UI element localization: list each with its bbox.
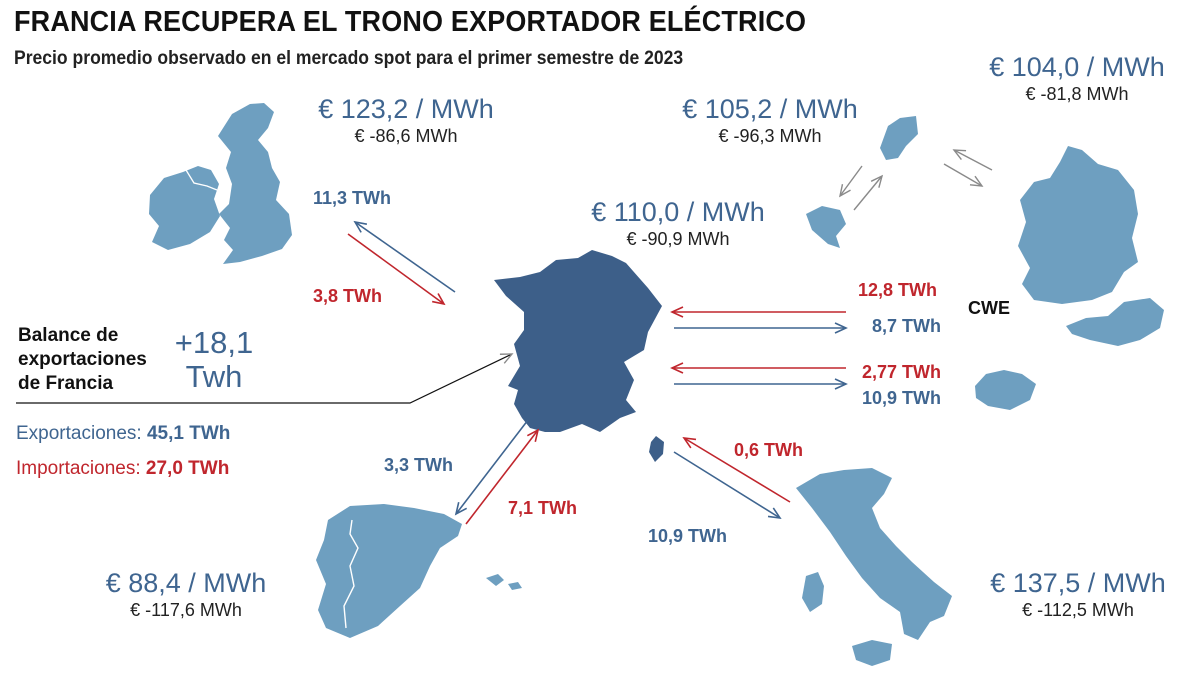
exports-total-label: Exportaciones: [16, 423, 142, 444]
switzerland-shape [975, 370, 1036, 410]
benelux-price-change: € -96,3 MWh [718, 126, 822, 146]
italy-price: € 137,5 / MWh [990, 568, 1166, 598]
flow-label-italy-import: 0,6 TWh [734, 440, 804, 460]
connector-germany-a [952, 149, 993, 171]
connector-benelux-b [853, 174, 884, 211]
france-price-change: € -90,9 MWh [626, 229, 730, 249]
cwe-label: CWE [968, 298, 1010, 318]
portugal-border [343, 519, 359, 629]
balance-leader-line [16, 353, 514, 404]
sardinia-shape [802, 572, 824, 612]
imports-total: Importaciones: 27,0 TWh [16, 458, 229, 480]
spain-price: € 88,4 / MWh [105, 568, 267, 598]
france-price: € 110,0 / MWh [591, 197, 765, 227]
germany-shape [1018, 146, 1138, 304]
exports-total-value: 45,1 TWh [146, 423, 231, 444]
balearic-islands-shape [486, 574, 522, 590]
connector-benelux-a [838, 165, 863, 198]
flow-label-italy-export: 10,9 TWh [648, 526, 728, 546]
page-subtitle: Precio promedio observado en el mercado … [14, 47, 684, 69]
italy-shape [796, 468, 952, 640]
balance-label: Balance de exportaciones de Francia [18, 325, 147, 394]
balance-value: +18,1 Twh [174, 325, 254, 394]
corsica-shape [649, 436, 664, 462]
page-title: FRANCIA RECUPERA EL TRONO EXPORTADOR ELÉ… [14, 6, 807, 38]
france-shape [494, 250, 662, 432]
flow-label-cwe-import: 12,8 TWh [858, 280, 938, 300]
iberia-shape [316, 504, 462, 638]
uk-price: € 123,2 / MWh [318, 94, 494, 124]
exports-total: Exportaciones: 45,1 TWh [16, 423, 230, 445]
germany-price-change: € -81,8 MWh [1025, 84, 1129, 104]
spain-price-change: € -117,6 MWh [130, 600, 242, 620]
imports-total-label: Importaciones: [16, 458, 141, 479]
italy-price-change: € -112,5 MWh [1022, 600, 1134, 620]
imports-total-value: 27,0 TWh [145, 458, 230, 479]
austria-shape [1066, 298, 1164, 346]
uk-price-change: € -86,6 MWh [354, 126, 458, 146]
sicily-shape [852, 640, 892, 666]
flow-label-spain-import: 7,1 TWh [508, 498, 578, 518]
great-britain-shape [218, 103, 292, 264]
flow-arrow-spain-import [465, 428, 540, 525]
flow-arrow-uk-export [353, 220, 456, 293]
belgium-shape [806, 206, 846, 248]
flow-label-uk-export: 11,3 TWh [313, 188, 392, 208]
germany-price: € 104,0 / MWh [989, 52, 1165, 82]
connector-germany-b [943, 163, 984, 187]
flow-label-uk-import: 3,8 TWh [313, 286, 383, 306]
ireland-shape [149, 166, 220, 250]
flow-label-swiss-export: 10,9 TWh [862, 388, 942, 408]
flow-label-swiss-import: 2,77 TWh [862, 362, 942, 382]
flow-label-cwe-export: 8,7 TWh [872, 316, 942, 336]
flow-arrow-italy-export [673, 451, 782, 520]
benelux-price: € 105,2 / MWh [682, 94, 858, 124]
flow-arrow-italy-import [682, 437, 791, 503]
netherlands-shape [880, 116, 918, 160]
northern-ireland-border [185, 169, 218, 191]
flow-arrow-spain-export [454, 419, 529, 516]
flow-arrow-uk-import [347, 233, 446, 306]
flow-label-spain-export: 3,3 TWh [384, 455, 454, 475]
